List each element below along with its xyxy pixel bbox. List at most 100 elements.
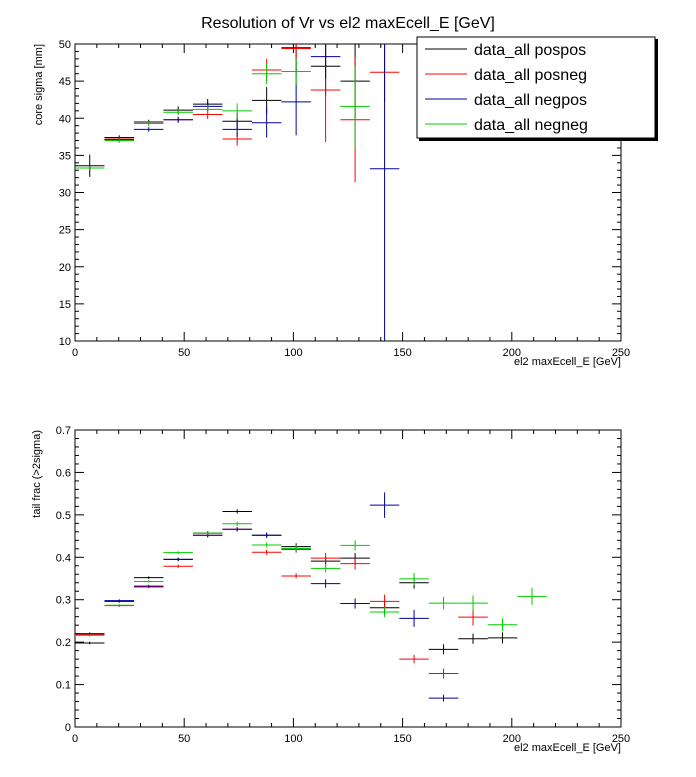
bottom-x-tick-label: 150 [393,733,411,745]
top-data-point-negneg [340,65,370,148]
legend-entry-posneg: data_all posneg [425,67,587,84]
top-data-point-negneg [222,103,252,119]
bottom-data-point-pospos [75,641,105,645]
legend-shadow-right [655,39,658,140]
legend-label-pospos: data_all pospos [474,42,586,59]
bottom-data-point-pospos [222,509,252,514]
bottom-x-tick-label: 200 [503,733,521,745]
top-data-point-negneg [133,121,164,126]
bottom-data-point-posneg [251,549,282,555]
top-data-point-negpos [369,44,400,341]
legend-shadow-bottom [419,138,658,141]
bottom-series-negneg [75,521,547,637]
bottom-data-point-negneg [310,564,341,573]
top-data-point-negneg [75,165,105,171]
bottom-data-marks [75,492,547,702]
bottom-data-point-negpos [310,579,341,588]
bottom-x-axis-label: el2 maxEcell_E [GeV] [514,742,621,754]
bottom-data-point-negpos [428,694,459,702]
bottom-data-point-negneg [133,580,164,583]
bottom-data-point-posneg [458,608,488,626]
bottom-data-point-posneg [399,654,429,664]
top-x-tick-label: 0 [72,347,78,359]
bottom-data-point-pospos [487,632,518,644]
bottom-chart: 0 50 100 150 200 250 0 0.1 0.2 0.3 0.4 0.5 0.6 0.7 el… [31,425,630,754]
bottom-data-point-posneg [369,594,400,609]
bottom-y-tick-label: 0.6 [56,467,71,479]
top-x-tick-label: 150 [393,347,411,359]
top-y-tick-label: 20 [59,262,71,274]
legend-label-posneg: data_all posneg [474,67,587,84]
bottom-data-point-negneg [340,540,370,551]
bottom-data-point-negpos [163,557,193,562]
bottom-data-point-negpos [222,527,252,532]
top-data-point-negpos [133,127,164,132]
bottom-data-point-negneg [399,572,429,585]
bottom-data-point-posneg [163,564,193,568]
bottom-data-point-negpos [104,599,134,602]
legend-entry-negpos: data_all negpos [425,92,587,109]
bottom-data-point-posneg [281,573,311,579]
bottom-plot-area: 0 50 100 150 200 250 0 0.1 0.2 0.3 0.4 0.5 0.6 0.7 [56,425,630,745]
bottom-data-point-negneg [163,550,193,555]
chart-title: Resolution of Vr vs el2 maxEcell_E [GeV] [201,15,495,32]
bottom-data-point-pospos [458,633,488,644]
top-x-tick-label: 100 [284,347,302,359]
bottom-y-tick-label: 0.5 [56,510,71,522]
bottom-data-point-negneg [75,634,105,637]
bottom-data-point-negpos [340,598,370,609]
legend-entry-negneg: data_all negneg [425,117,588,134]
top-y-tick-label: 10 [59,336,71,348]
bottom-data-point-posneg [310,553,341,564]
bottom-data-point-negpos [133,584,164,588]
bottom-data-point-negneg [428,596,459,610]
bottom-data-point-negneg [222,521,252,526]
top-data-point-negpos [310,44,341,79]
bottom-x-tick-label: 50 [178,733,190,745]
bottom-data-point-negneg [369,606,400,618]
bottom-data-point-posneg [340,557,370,570]
top-data-point-negneg [163,109,193,116]
bottom-y-tick-label: 0.7 [56,425,71,437]
bottom-x-tick-label: 100 [284,733,302,745]
legend: data_all pospos data_all posneg data_all… [416,36,658,141]
bottom-data-point-pospos [428,644,459,655]
top-data-point-negneg [104,138,134,143]
top-y-tick-label: 25 [59,225,71,237]
bottom-data-point-negpos [369,492,400,518]
bottom-data-point-negpos [251,532,282,538]
legend-label-negpos: data_all negpos [474,92,587,109]
top-x-tick-label: 250 [612,347,630,359]
legend-label-negneg: data_all negneg [474,117,588,134]
top-y-tick-label: 45 [59,76,71,88]
top-x-axis-label: el2 maxEcell_E [GeV] [514,356,621,368]
top-data-point-negpos [251,107,282,138]
top-y-tick-label: 35 [59,150,71,162]
bottom-data-point-negneg [281,544,311,552]
top-series-negneg [75,58,370,171]
top-data-marks [75,44,400,341]
top-chart: Resolution of Vr vs el2 maxEcell_E [GeV]… [33,15,658,368]
top-data-point-negneg [281,58,311,85]
bottom-data-point-negneg [487,618,518,632]
bottom-y-tick-label: 0.2 [56,637,71,649]
top-y-tick-label: 30 [59,188,71,200]
bottom-data-point-pospos [133,576,164,579]
bottom-data-point-negneg [517,587,547,605]
bottom-data-point-negneg [458,595,488,611]
bottom-data-point-negneg [104,603,134,607]
bottom-data-point-negneg [251,542,282,548]
legend-entry-pospos: data_all pospos [425,42,586,59]
bottom-y-tick-label: 0.4 [56,552,71,564]
top-data-point-negneg [192,104,223,114]
bottom-y-tick-label: 0 [65,722,71,734]
bottom-data-point-negneg [192,530,223,536]
bottom-data-point-posneg [428,668,459,679]
top-y-tick-label: 40 [59,113,71,125]
top-x-tick-label: 200 [503,347,521,359]
top-y-tick-label: 50 [59,39,71,51]
bottom-data-point-negpos [399,609,429,627]
bottom-y-tick-label: 0.3 [56,595,71,607]
top-x-tick-label: 50 [178,347,190,359]
